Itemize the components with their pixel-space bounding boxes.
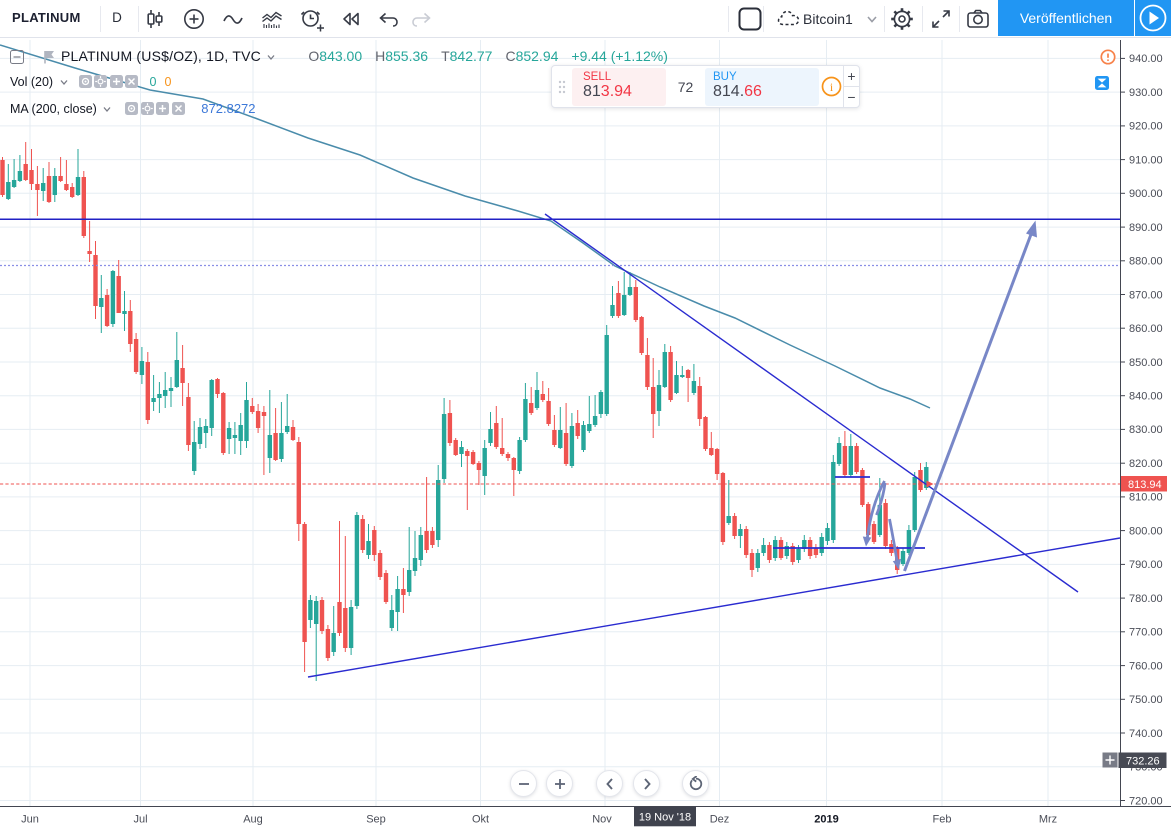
svg-text:740.00: 740.00 — [1129, 728, 1163, 740]
svg-text:930.00: 930.00 — [1129, 87, 1163, 99]
svg-text:810.00: 810.00 — [1129, 492, 1163, 504]
svg-text:840.00: 840.00 — [1129, 391, 1163, 403]
svg-text:2019: 2019 — [814, 814, 838, 826]
svg-text:Nov: Nov — [592, 814, 612, 826]
svg-text:880.00: 880.00 — [1129, 256, 1163, 268]
svg-text:770.00: 770.00 — [1129, 627, 1163, 639]
svg-text:i: i — [829, 80, 833, 94]
svg-text:750.00: 750.00 — [1129, 694, 1163, 706]
svg-text:760.00: 760.00 — [1129, 660, 1163, 672]
svg-text:890.00: 890.00 — [1129, 222, 1163, 234]
svg-text:910.00: 910.00 — [1129, 154, 1163, 166]
svg-text:Jul: Jul — [133, 814, 147, 826]
svg-text:720.00: 720.00 — [1129, 795, 1163, 807]
svg-text:830.00: 830.00 — [1129, 424, 1163, 436]
svg-text:850.00: 850.00 — [1129, 357, 1163, 369]
svg-text:780.00: 780.00 — [1129, 593, 1163, 605]
svg-text:800.00: 800.00 — [1129, 525, 1163, 537]
svg-text:870.00: 870.00 — [1129, 289, 1163, 301]
svg-text:820.00: 820.00 — [1129, 458, 1163, 470]
svg-text:732.26: 732.26 — [1126, 755, 1160, 767]
svg-text:Sep: Sep — [366, 814, 386, 826]
svg-text:Aug: Aug — [243, 814, 263, 826]
svg-text:790.00: 790.00 — [1129, 559, 1163, 571]
svg-text:Mrz: Mrz — [1039, 814, 1057, 826]
svg-text:19 Nov '18: 19 Nov '18 — [639, 811, 691, 823]
svg-text:Okt: Okt — [472, 814, 489, 826]
svg-text:920.00: 920.00 — [1129, 121, 1163, 133]
svg-text:940.00: 940.00 — [1129, 53, 1163, 65]
svg-text:900.00: 900.00 — [1129, 188, 1163, 200]
svg-text:813.94: 813.94 — [1128, 479, 1162, 491]
svg-text:Feb: Feb — [933, 814, 952, 826]
svg-text:Dez: Dez — [710, 814, 730, 826]
svg-text:860.00: 860.00 — [1129, 323, 1163, 335]
svg-text:Jun: Jun — [21, 814, 39, 826]
